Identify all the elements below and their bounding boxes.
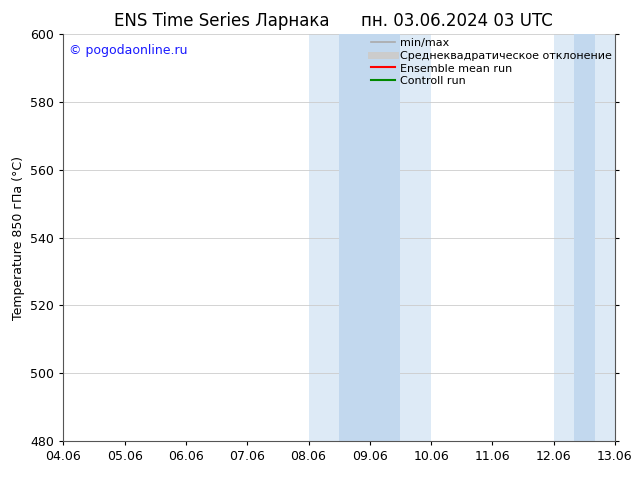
Bar	[574, 34, 595, 441]
Bar	[339, 34, 401, 441]
Legend: min/max, Среднеквадратическое отклонение, Ensemble mean run, Controll run: min/max, Среднеквадратическое отклонение…	[371, 38, 612, 86]
Text: © pogodaonline.ru: © pogodaonline.ru	[69, 45, 188, 57]
Y-axis label: Temperature 850 гПа (°C): Temperature 850 гПа (°C)	[12, 156, 25, 319]
Bar	[309, 34, 431, 441]
Text: пн. 03.06.2024 03 UTC: пн. 03.06.2024 03 UTC	[361, 12, 552, 30]
Text: ENS Time Series Ларнака: ENS Time Series Ларнака	[114, 12, 330, 30]
Bar	[553, 34, 615, 441]
